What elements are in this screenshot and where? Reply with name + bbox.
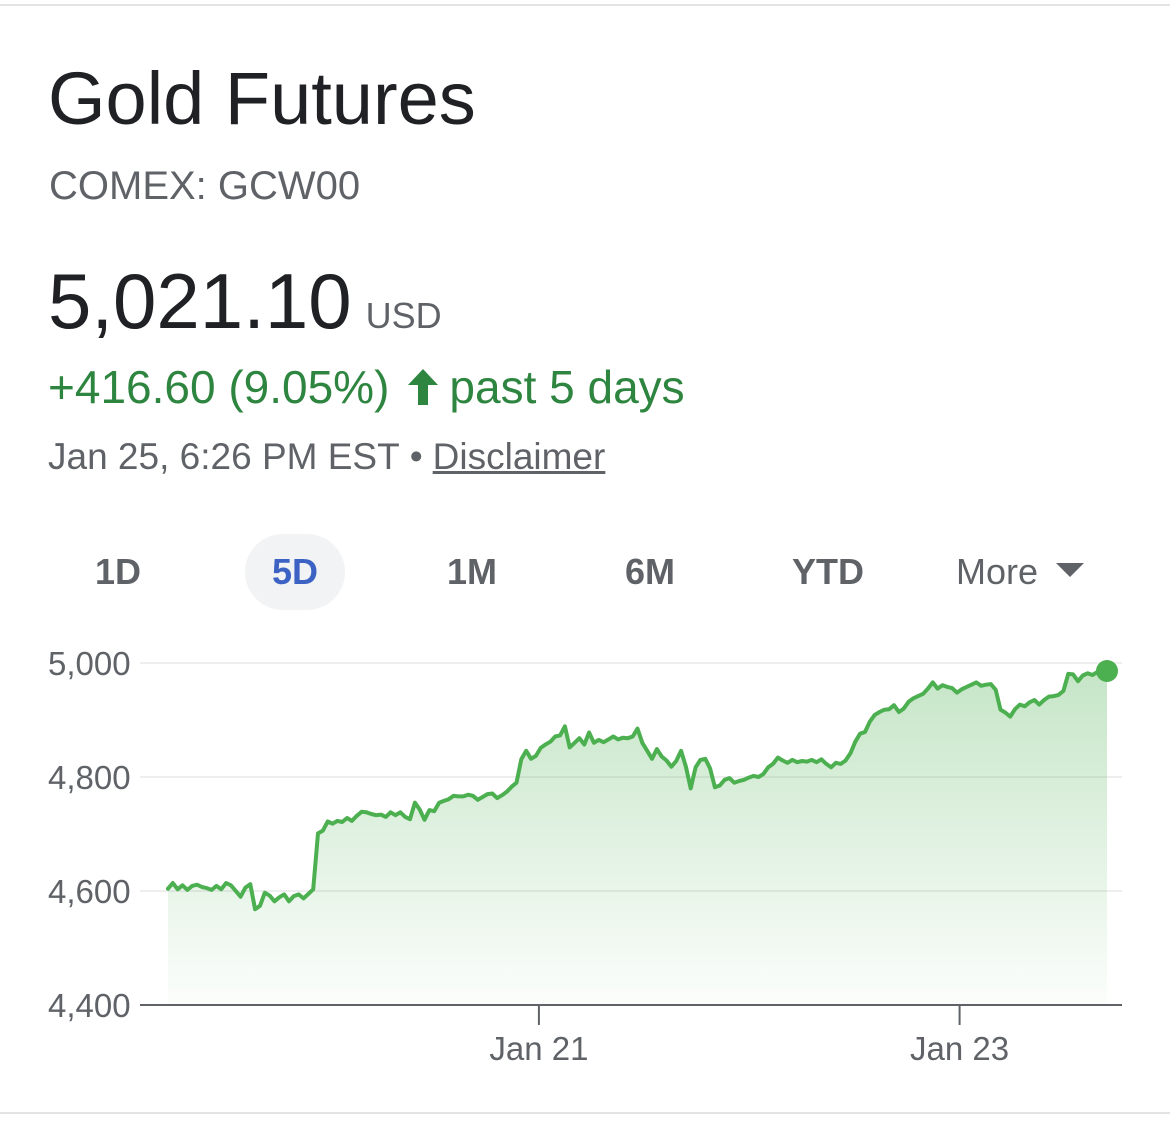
top-divider: [0, 4, 1170, 6]
x-axis: Jan 21 Jan 23: [489, 1005, 1009, 1067]
current-price: 5,021.10: [48, 257, 352, 345]
tab-5d[interactable]: 5D: [245, 534, 345, 610]
y-tick-label: 4,400: [48, 987, 131, 1024]
change-period: past 5 days: [449, 361, 685, 413]
last-point-marker[interactable]: [1096, 659, 1118, 682]
timestamp-row: Jan 25, 6:26 PM EST • Disclaimer: [48, 438, 605, 475]
y-tick-label: 5,000: [48, 645, 131, 682]
separator-dot: •: [409, 436, 423, 477]
y-tick-label: 4,800: [48, 759, 131, 796]
price-row: 5,021.10 USD: [48, 262, 442, 340]
x-tick-label: Jan 23: [910, 1030, 1009, 1067]
ticker-symbol: COMEX: GCW00: [49, 164, 361, 208]
y-axis: 5,000 4,800 4,600 4,400: [48, 645, 131, 1024]
disclaimer-link[interactable]: Disclaimer: [432, 436, 606, 477]
price-change: +416.60 (9.05%): [48, 361, 390, 413]
tab-ytd[interactable]: YTD: [792, 551, 864, 592]
timestamp: Jan 25, 6:26 PM EST: [48, 436, 400, 477]
caret-down-icon: [1056, 563, 1085, 578]
tab-6m[interactable]: 6M: [624, 551, 675, 592]
area-fill: [168, 670, 1107, 1005]
page-title: Gold Futures: [48, 57, 476, 140]
more-dropdown[interactable]: More: [940, 534, 1100, 610]
tab-1m[interactable]: 1M: [446, 551, 497, 592]
x-tick-label: Jan 21: [489, 1030, 588, 1067]
more-label: More: [955, 551, 1039, 592]
bottom-divider: [0, 1112, 1170, 1114]
range-tabs: 1D 5D 1M 6M YTD More: [0, 534, 1170, 610]
price-chart: 5,000 4,800 4,600 4,400 Jan 21 Jan 23: [48, 645, 1122, 1067]
arrow-up-icon: [408, 369, 439, 405]
y-tick-label: 4,600: [48, 873, 131, 910]
series-line: [166, 668, 1109, 912]
tab-1d[interactable]: 1D: [94, 551, 142, 592]
currency-code: USD: [365, 295, 442, 336]
change-row: +416.60 (9.05%) past 5 days: [48, 364, 685, 410]
